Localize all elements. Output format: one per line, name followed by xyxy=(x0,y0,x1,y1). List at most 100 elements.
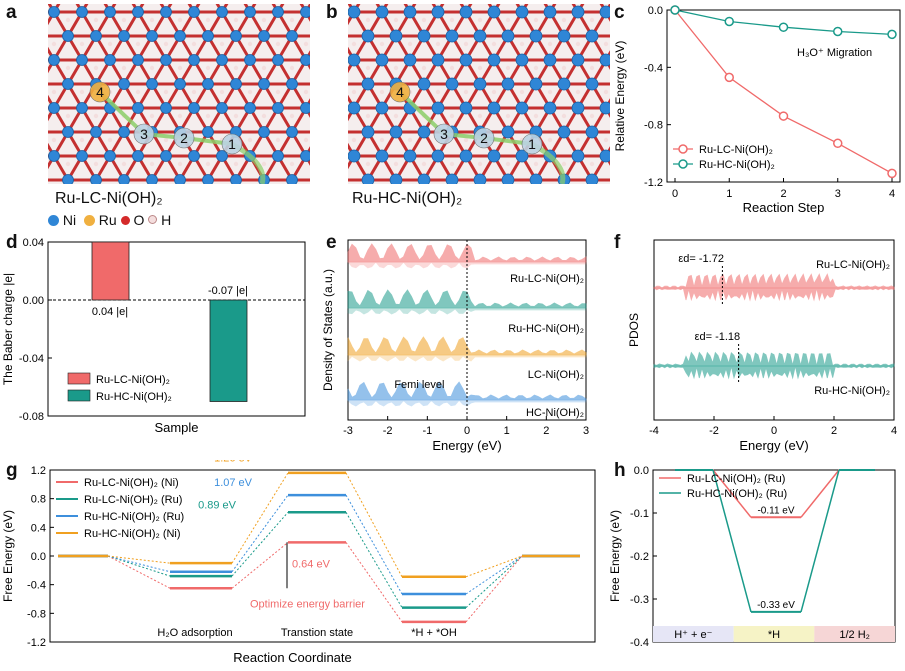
b-h-atom xyxy=(463,41,469,47)
h-connector xyxy=(712,469,752,518)
panel-label-h: h xyxy=(614,460,626,481)
a-ni-atom xyxy=(300,150,310,162)
a-ni-atom xyxy=(244,102,256,114)
d-legend-swatch xyxy=(67,389,91,402)
a-ni-atom xyxy=(104,150,116,162)
f-x-tick-label: -4 xyxy=(649,425,659,437)
a-h-atom xyxy=(177,65,183,71)
a-ni-atom xyxy=(286,126,298,138)
e-x-tick-label: 1 xyxy=(504,425,510,437)
a-ni-atom xyxy=(272,6,284,18)
a-ni-atom xyxy=(188,6,200,18)
a-ni-atom xyxy=(62,174,74,184)
b-ni-atom xyxy=(515,149,529,163)
h-data-label: -0.11 eV xyxy=(757,505,794,516)
lattice-a: 4 3 2 1 xyxy=(48,4,310,184)
g-x-axis-label: Reaction Coordinate xyxy=(233,650,352,665)
h-legend-label: Ru-HC-Ni(OH)₂ (Ru) xyxy=(687,488,787,500)
f-pdos-down xyxy=(652,287,895,302)
structure-image-b: 4 3 2 1 xyxy=(348,4,610,184)
b-ni-atom xyxy=(585,173,599,184)
a-ni-atom xyxy=(258,78,270,90)
a-h-atom xyxy=(289,113,295,119)
h-state-label: *H xyxy=(768,629,780,641)
a-h-atom xyxy=(205,65,211,71)
b-h-atom xyxy=(351,41,357,47)
b-ni-atom xyxy=(599,149,610,163)
panel-label-a: a xyxy=(6,2,17,23)
f-series-label: Ru-HC-Ni(OH)₂ xyxy=(814,385,890,397)
a-h-atom xyxy=(261,161,267,167)
c-plot-frame xyxy=(666,9,901,183)
h-connector xyxy=(800,469,840,518)
b-site-marker xyxy=(473,127,495,149)
e-series-label: Ru-HC-Ni(OH)₂ xyxy=(508,323,584,335)
o-atom-icon xyxy=(120,216,130,225)
a-h-atom xyxy=(289,161,295,167)
b-h-atom xyxy=(547,137,553,143)
g-barrier-label: 1.07 eV xyxy=(214,477,253,489)
g-connector xyxy=(231,541,289,589)
g-y-tick-label: 0.4 xyxy=(31,522,46,534)
b-ni-atom xyxy=(459,53,473,67)
b-ni-atom xyxy=(515,101,529,115)
a-h-atom xyxy=(65,161,71,167)
legend-h: H xyxy=(161,212,172,228)
chart-c: 0 1 2 3 4 0.0 -0.4 -0.8 -1.2 Reaction Step Relativ… xyxy=(613,5,901,215)
g-y-tick-label: 0.0 xyxy=(31,551,46,563)
a-site-marker xyxy=(173,127,195,149)
b-ni-atom xyxy=(529,29,543,43)
a-site-label: 1 xyxy=(228,136,236,152)
ru-atom-icon xyxy=(83,215,95,226)
a-h-atom xyxy=(261,65,267,71)
b-ni-atom xyxy=(515,5,529,19)
b-ni-atom xyxy=(529,173,543,184)
a-ni-atom xyxy=(160,54,172,66)
c-x-axis-label: Reaction Step xyxy=(743,200,825,215)
a-ni-atom xyxy=(132,54,144,66)
b-h-atom xyxy=(589,113,595,119)
g-connector xyxy=(107,555,171,589)
a-ni-atom xyxy=(48,102,60,114)
c-x-tick-label: 2 xyxy=(780,188,786,200)
c-x-tick-label: 0 xyxy=(672,188,678,200)
f-y-axis-label: PDOS xyxy=(627,313,641,347)
d-bar xyxy=(91,241,130,301)
a-ni-atom xyxy=(216,6,228,18)
caption-b: Ru-HC-Ni(OH)₂ xyxy=(352,190,463,207)
b-h-atom xyxy=(365,161,371,167)
a-ni-atom xyxy=(202,126,214,138)
b-ni-atom xyxy=(459,5,473,19)
b-h-atom xyxy=(519,89,525,95)
a-ni-atom xyxy=(146,174,158,184)
e-dos-up xyxy=(347,336,587,356)
a-h-atom xyxy=(303,41,309,47)
a-ni-atom xyxy=(244,6,256,18)
b-h-atom xyxy=(379,137,385,143)
b-ni-atom xyxy=(431,53,445,67)
panel-label-b: b xyxy=(326,2,338,23)
a-ni-atom xyxy=(230,174,242,184)
b-ni-atom xyxy=(403,53,417,67)
b-ni-atom xyxy=(473,77,487,91)
e-dos-up xyxy=(347,289,587,309)
b-h-atom xyxy=(589,161,595,167)
g-connector xyxy=(107,555,171,564)
c-data-point xyxy=(833,26,843,37)
b-ni-atom xyxy=(403,5,417,19)
a-h-atom xyxy=(275,41,281,47)
e-annotation: Femi level xyxy=(394,379,444,391)
a-ni-atom xyxy=(216,54,228,66)
e-x-tick-label: 3 xyxy=(583,425,589,437)
a-ni-atom xyxy=(258,30,270,42)
g-barrier-label: 0.89 eV xyxy=(198,500,237,512)
b-h-atom xyxy=(407,137,413,143)
g-legend-label: Ru-LC-Ni(OH)₂ (Ni) xyxy=(84,477,179,489)
a-ni-atom xyxy=(188,102,200,114)
c-legend-marker xyxy=(678,144,688,154)
a-ni-atom xyxy=(272,102,284,114)
b-h-atom xyxy=(575,137,581,143)
h-state-label: H⁺ + e⁻ xyxy=(674,629,712,641)
structure-image-a: 4 3 2 1 xyxy=(48,4,310,184)
legend-ni: Ni xyxy=(62,212,77,228)
